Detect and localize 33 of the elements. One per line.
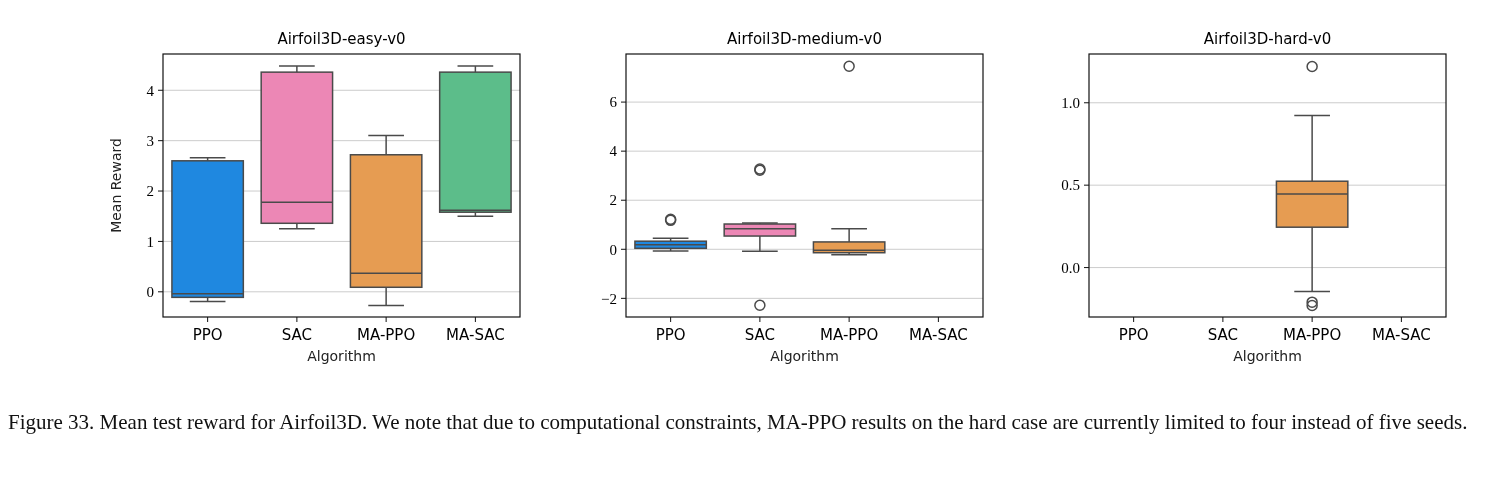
y-tick-label: 0 (146, 284, 154, 301)
x-axis-title: Algorithm (770, 348, 839, 364)
y-tick-label: 4 (609, 143, 618, 160)
x-tick-label: MA-SAC (446, 326, 505, 344)
chart-title: Airfoil3D-easy-v0 (277, 30, 406, 48)
x-tick-label: MA-SAC (909, 326, 968, 344)
y-tick-label: 0 (609, 241, 617, 258)
y-tick-label: 3 (146, 132, 154, 149)
x-tick-label: MA-PPO (820, 326, 879, 344)
y-tick-label: −2 (601, 290, 617, 307)
x-tick-label: PPO (192, 326, 223, 344)
chart-title: Airfoil3D-medium-v0 (727, 30, 882, 48)
x-tick-label: SAC (744, 326, 776, 344)
x-tick-label: MA-SAC (1372, 326, 1431, 344)
y-tick-label: 4 (146, 82, 155, 99)
x-tick-label: SAC (1207, 326, 1239, 344)
y-tick-label: 2 (609, 192, 617, 209)
x-tick-label: SAC (281, 326, 313, 344)
x-tick-label: PPO (655, 326, 686, 344)
y-tick-label: 0.0 (1061, 259, 1080, 276)
x-axis-title: Algorithm (307, 348, 376, 364)
x-tick-label: PPO (1118, 326, 1149, 344)
chart-title: Airfoil3D-hard-v0 (1203, 30, 1332, 48)
x-tick-label: MA-PPO (1283, 326, 1342, 344)
x-tick-label: MA-PPO (357, 326, 416, 344)
x-axis-title: Algorithm (1233, 348, 1302, 364)
y-tick-label: 1.0 (1061, 95, 1080, 112)
y-tick-label: 0.5 (1061, 177, 1080, 194)
y-axis-title: Mean Reward (108, 138, 124, 233)
y-tick-label: 2 (146, 183, 154, 200)
y-tick-label: 6 (609, 94, 618, 111)
y-tick-label: 1 (146, 233, 154, 250)
caption: Figure 33. Mean test reward for Airfoil3D. We note that due to computational constraints, MA-PPO results on the hard case are currently limited to four instead of five seeds. (8, 410, 1469, 435)
